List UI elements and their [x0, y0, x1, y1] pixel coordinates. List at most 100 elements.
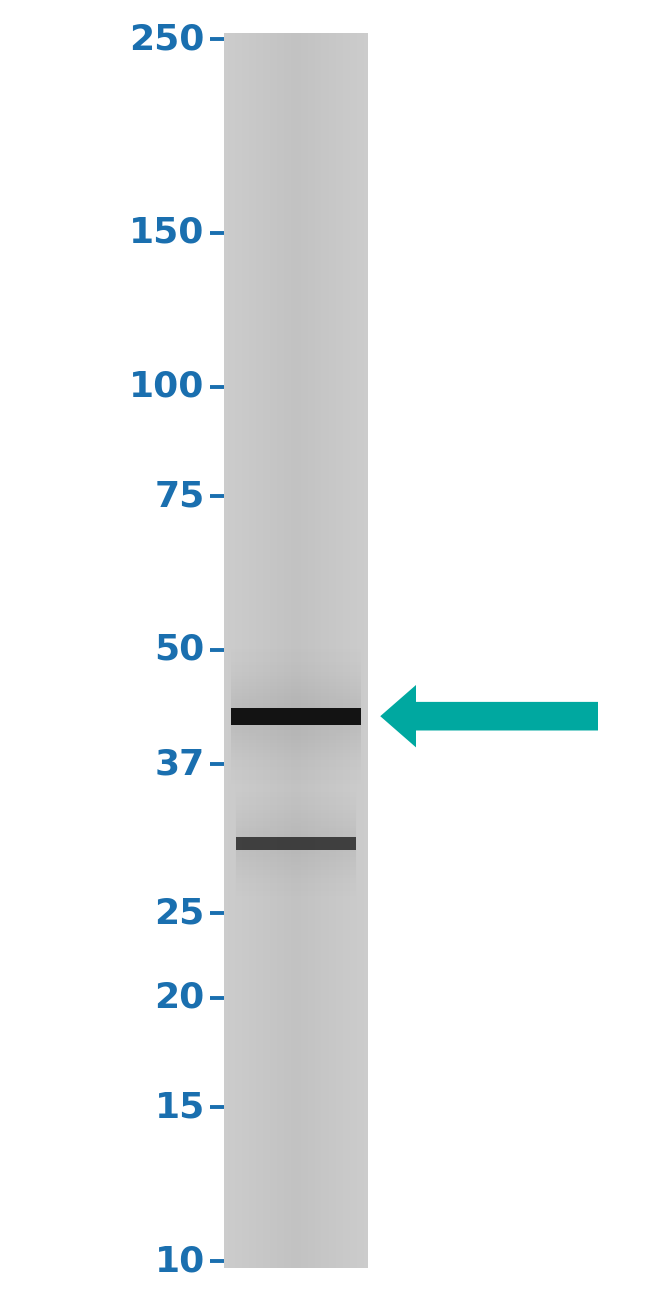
Bar [365, 32, 366, 1268]
Bar [231, 686, 361, 689]
Bar [235, 805, 356, 807]
Bar [342, 32, 343, 1268]
Bar [332, 32, 333, 1268]
Bar [231, 659, 361, 662]
Bar [346, 32, 348, 1268]
Bar [231, 744, 361, 746]
Bar [286, 32, 287, 1268]
Bar [304, 32, 305, 1268]
Bar [299, 32, 300, 1268]
Bar [225, 32, 226, 1268]
Bar [231, 760, 361, 763]
Bar [236, 32, 237, 1268]
Bar [338, 32, 339, 1268]
Bar [231, 679, 361, 682]
Bar [363, 32, 365, 1268]
Bar [257, 32, 258, 1268]
Bar [330, 32, 332, 1268]
Bar [350, 32, 351, 1268]
Bar [347, 32, 348, 1268]
Bar [272, 32, 274, 1268]
Bar [239, 32, 240, 1268]
Bar [292, 32, 293, 1268]
Bar [252, 32, 253, 1268]
Bar [261, 32, 263, 1268]
Bar [343, 32, 344, 1268]
Bar [241, 32, 242, 1268]
Bar [296, 32, 297, 1268]
Bar [364, 32, 365, 1268]
Bar [316, 32, 317, 1268]
Bar [231, 767, 361, 771]
Bar [274, 32, 275, 1268]
Bar [326, 32, 327, 1268]
Bar [278, 32, 280, 1268]
Bar [284, 32, 285, 1268]
Bar [254, 32, 255, 1268]
Bar [226, 32, 227, 1268]
Bar [246, 32, 248, 1268]
Bar [228, 32, 229, 1268]
Bar [268, 32, 270, 1268]
Bar [265, 32, 266, 1268]
Bar [308, 32, 309, 1268]
Bar [266, 32, 267, 1268]
Bar [235, 870, 356, 872]
Bar [235, 859, 356, 862]
Bar [235, 810, 356, 812]
Bar [256, 32, 257, 1268]
Bar [235, 885, 356, 888]
Bar [235, 802, 356, 805]
Bar [234, 32, 235, 1268]
Bar [230, 32, 231, 1268]
Bar [288, 32, 289, 1268]
Bar [235, 800, 356, 802]
Bar [231, 716, 361, 720]
Bar [321, 32, 322, 1268]
Text: 50: 50 [155, 633, 205, 667]
Bar [235, 880, 356, 883]
Bar [294, 32, 295, 1268]
Bar [325, 32, 326, 1268]
Bar [258, 32, 259, 1268]
Bar [251, 32, 252, 1268]
Bar [331, 32, 332, 1268]
Bar [235, 867, 356, 870]
Bar [325, 32, 326, 1268]
Bar [336, 32, 337, 1268]
Bar [352, 32, 353, 1268]
Bar [358, 32, 359, 1268]
Bar [336, 32, 337, 1268]
Bar [233, 32, 235, 1268]
Bar [292, 32, 294, 1268]
Bar [349, 32, 350, 1268]
Bar [339, 32, 340, 1268]
Bar [291, 32, 292, 1268]
Bar [231, 729, 361, 733]
Bar [274, 32, 276, 1268]
Bar [351, 32, 352, 1268]
Bar [231, 699, 361, 703]
Bar [337, 32, 339, 1268]
Bar [334, 32, 335, 1268]
Bar [335, 32, 337, 1268]
Bar [307, 32, 309, 1268]
Bar [231, 763, 361, 767]
Bar [340, 32, 341, 1268]
Bar [235, 878, 356, 880]
Bar [257, 32, 259, 1268]
Text: 100: 100 [129, 370, 205, 404]
Bar [329, 32, 330, 1268]
Bar [294, 32, 296, 1268]
Bar [281, 32, 282, 1268]
Bar [345, 32, 346, 1268]
Bar [338, 32, 339, 1268]
Bar [227, 32, 229, 1268]
Bar [237, 32, 239, 1268]
Bar [323, 32, 324, 1268]
Bar [235, 807, 356, 810]
Bar [231, 737, 361, 740]
Bar [282, 32, 283, 1268]
Bar [290, 32, 291, 1268]
Bar [359, 32, 360, 1268]
